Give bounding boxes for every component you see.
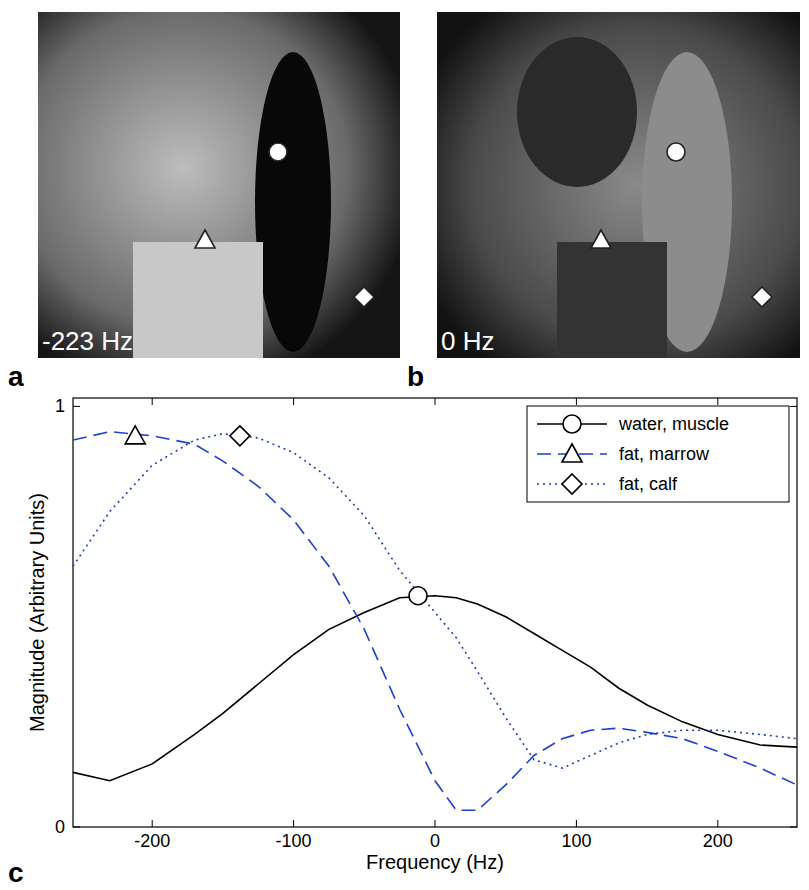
- legend-marker: [563, 415, 581, 433]
- image-label: -223 Hz: [42, 326, 133, 356]
- image-marker: [269, 143, 287, 161]
- y-tick-label: 0: [55, 817, 65, 837]
- series-line: [73, 596, 797, 781]
- y-tick-label: 1: [55, 396, 65, 416]
- y-tick: [790, 406, 797, 407]
- y-tick: [790, 827, 797, 828]
- legend-label: water, muscle: [618, 414, 729, 434]
- panel-letter: a: [8, 361, 24, 392]
- image-marker: [354, 287, 374, 307]
- mri-region: [557, 242, 667, 358]
- image-marker: [195, 230, 215, 248]
- x-tick: [576, 820, 577, 827]
- x-tick-label: 0: [430, 831, 440, 851]
- legend: water, muscle fat, marrow fat, calf: [527, 406, 789, 502]
- image-marker: [752, 287, 772, 307]
- image-label: 0 Hz: [441, 326, 494, 356]
- peak-marker: [125, 426, 145, 444]
- mri-region: [517, 37, 637, 187]
- image-marker: [591, 230, 611, 248]
- legend-label: fat, marrow: [619, 444, 710, 464]
- image-panel: -223 Hz a: [8, 12, 400, 392]
- x-tick: [576, 398, 577, 405]
- legend-marker: [562, 444, 582, 462]
- x-tick-label: -100: [276, 831, 312, 851]
- y-tick: [73, 827, 80, 828]
- image-panel: 0 Hz b: [407, 12, 800, 392]
- panel-letter: c: [8, 857, 24, 888]
- mri-image: [38, 12, 400, 358]
- mri-region: [255, 52, 331, 352]
- mri-region: [133, 242, 263, 358]
- x-axis-label: Frequency (Hz): [366, 851, 504, 873]
- legend-marker: [562, 474, 582, 494]
- x-tick-label: -200: [134, 831, 170, 851]
- x-tick: [293, 820, 294, 827]
- panel-letter: b: [407, 361, 424, 392]
- x-tick: [435, 398, 436, 405]
- x-tick: [293, 398, 294, 405]
- peak-marker: [409, 587, 427, 605]
- y-axis-label: Magnitude (Arbitrary Units): [26, 493, 48, 732]
- x-tick: [435, 820, 436, 827]
- x-tick: [152, 820, 153, 827]
- plot-frame: [73, 398, 797, 827]
- x-tick: [152, 398, 153, 405]
- image-marker: [667, 143, 685, 161]
- x-tick: [717, 398, 718, 405]
- peak-marker: [230, 426, 250, 446]
- legend-label: fat, calf: [619, 474, 678, 494]
- mri-image: [437, 12, 800, 358]
- legend-box: [527, 406, 789, 502]
- x-tick-label: 200: [703, 831, 733, 851]
- x-tick-label: 100: [561, 831, 591, 851]
- y-tick: [73, 406, 80, 407]
- x-tick: [717, 820, 718, 827]
